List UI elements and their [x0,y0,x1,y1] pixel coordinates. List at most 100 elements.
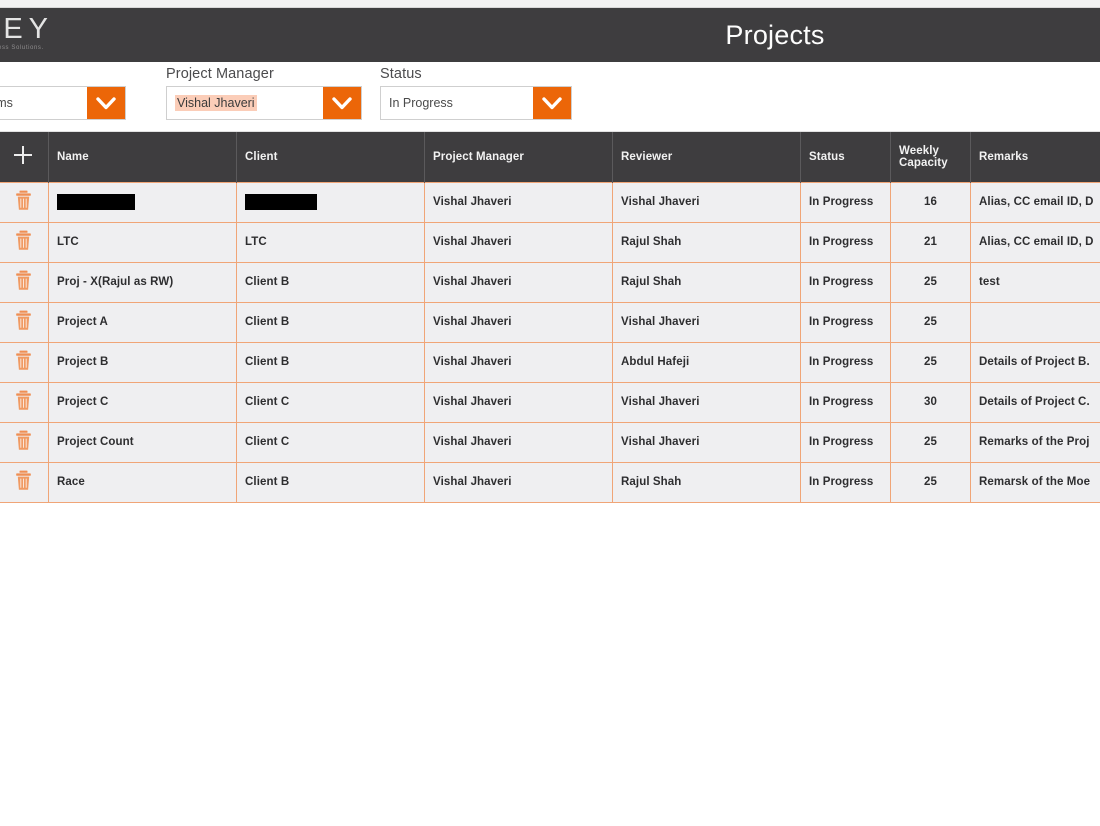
cell-client[interactable]: Client B [236,461,425,503]
cell-status[interactable]: In Progress [800,301,891,343]
logo-tagline: Business Solutions. [0,45,44,51]
chevron-down-icon[interactable] [87,87,125,119]
delete-row-button[interactable] [0,381,49,423]
company-logo[interactable]: KEY Business Solutions. [0,14,98,58]
cell-weekly-capacity[interactable]: 25 [890,301,971,343]
column-header-project-manager[interactable]: Project Manager [424,132,613,182]
cell-reviewer[interactable]: Rajul Shah [612,261,801,303]
cell-weekly-capacity[interactable]: 25 [890,461,971,503]
cell-weekly-capacity[interactable]: 25 [890,341,971,383]
cell-status[interactable]: In Progress [800,381,891,423]
cell-weekly-capacity[interactable]: 30 [890,381,971,423]
project-manager-select[interactable]: Vishal Jhaveri [166,86,362,120]
cell-status[interactable]: In Progress [800,421,891,463]
cell-reviewer[interactable]: Abdul Hafeji [612,341,801,383]
cell-client[interactable]: Client B [236,261,425,303]
trash-icon[interactable] [15,230,32,251]
cell-weekly-capacity[interactable]: 25 [890,261,971,303]
delete-row-button[interactable] [0,341,49,383]
cell-reviewer[interactable]: Rajul Shah [612,221,801,263]
trash-icon[interactable] [15,430,32,451]
table-row[interactable]: Proj - X(Rajul as RW) Client B Vishal Jhav… [0,261,1100,303]
trash-icon[interactable] [15,190,32,211]
chevron-down-icon[interactable] [533,87,571,119]
cell-reviewer[interactable]: Rajul Shah [612,461,801,503]
table-row[interactable]: Project Count Client C Vishal Jhaveri Visha… [0,421,1100,463]
cell-remarks[interactable]: Remarsk of the Moe [970,461,1100,503]
cell-status[interactable]: In Progress [800,181,891,223]
cell-remarks[interactable]: Remarks of the Proj [970,421,1100,463]
cell-client[interactable] [236,181,425,223]
table-row[interactable]: Project C Client C Vishal Jhaveri Vishal Jh… [0,381,1100,423]
column-header-weekly-capacity[interactable]: Weekly Capacity [890,132,971,182]
cell-weekly-capacity[interactable]: 25 [890,421,971,463]
cell-client[interactable]: LTC [236,221,425,263]
cell-remarks[interactable]: Alias, CC email ID, D [970,181,1100,223]
cell-name[interactable]: Project Count [48,421,237,463]
cell-status[interactable]: In Progress [800,341,891,383]
cell-project-manager[interactable]: Vishal Jhaveri [424,261,613,303]
cell-project-manager[interactable]: Vishal Jhaveri [424,221,613,263]
cell-status[interactable]: In Progress [800,461,891,503]
column-header-status[interactable]: Status [800,132,891,182]
delete-row-button[interactable] [0,421,49,463]
column-header-remarks[interactable]: Remarks [970,132,1100,182]
client-select[interactable]: All Items [0,86,126,120]
cell-status[interactable]: In Progress [800,221,891,263]
cell-client[interactable]: Client C [236,421,425,463]
column-header-name[interactable]: Name [48,132,237,182]
redacted-value [57,194,135,210]
table-row[interactable]: Vishal Jhaveri Vishal Jhaveri In Progress 1… [0,181,1100,223]
cell-project-manager[interactable]: Vishal Jhaveri [424,421,613,463]
table-row[interactable]: Project B Client B Vishal Jhaveri Abdul Haf… [0,341,1100,383]
cell-weekly-capacity[interactable]: 16 [890,181,971,223]
cell-project-manager[interactable]: Vishal Jhaveri [424,181,613,223]
column-header-client[interactable]: Client [236,132,425,182]
delete-row-button[interactable] [0,261,49,303]
cell-project-manager[interactable]: Vishal Jhaveri [424,341,613,383]
trash-icon[interactable] [15,470,32,491]
add-row-button[interactable] [0,132,49,182]
cell-status[interactable]: In Progress [800,261,891,303]
cell-project-manager[interactable]: Vishal Jhaveri [424,461,613,503]
column-header-reviewer[interactable]: Reviewer [612,132,801,182]
table-row[interactable]: Project A Client B Vishal Jhaveri Vishal Jh… [0,301,1100,343]
delete-row-button[interactable] [0,221,49,263]
cell-name[interactable]: Project B [48,341,237,383]
cell-client[interactable]: Client B [236,301,425,343]
cell-remarks[interactable]: Details of Project B. [970,341,1100,383]
table-row[interactable]: LTC LTC Vishal Jhaveri Rajul Shah In Progres… [0,221,1100,263]
cell-remarks[interactable] [970,301,1100,343]
cell-project-manager[interactable]: Vishal Jhaveri [424,381,613,423]
cell-remarks[interactable]: Details of Project C. [970,381,1100,423]
cell-reviewer[interactable]: Vishal Jhaveri [612,181,801,223]
cell-name[interactable]: Proj - X(Rajul as RW) [48,261,237,303]
delete-row-button[interactable] [0,461,49,503]
trash-icon[interactable] [15,310,32,331]
cell-client[interactable]: Client B [236,341,425,383]
trash-icon[interactable] [15,350,32,371]
chevron-down-icon[interactable] [323,87,361,119]
cell-name[interactable]: Race [48,461,237,503]
cell-name[interactable]: Project A [48,301,237,343]
delete-row-button[interactable] [0,301,49,343]
client-select-value: All Items [0,96,13,110]
table-row[interactable]: Race Client B Vishal Jhaveri Rajul Shah In P… [0,461,1100,503]
cell-reviewer[interactable]: Vishal Jhaveri [612,381,801,423]
status-select[interactable]: In Progress [380,86,572,120]
cell-name[interactable]: LTC [48,221,237,263]
cell-client[interactable]: Client C [236,381,425,423]
trash-icon[interactable] [15,390,32,411]
cell-remarks[interactable]: Alias, CC email ID, D [970,221,1100,263]
delete-row-button[interactable] [0,181,49,223]
cell-name[interactable] [48,181,237,223]
cell-reviewer[interactable]: Vishal Jhaveri [612,301,801,343]
cell-project-manager[interactable]: Vishal Jhaveri [424,301,613,343]
cell-weekly-capacity[interactable]: 21 [890,221,971,263]
trash-icon[interactable] [15,270,32,291]
cell-name[interactable]: Project C [48,381,237,423]
cell-reviewer[interactable]: Vishal Jhaveri [612,421,801,463]
page-title: Projects [725,19,825,50]
cell-remarks[interactable]: test [970,261,1100,303]
